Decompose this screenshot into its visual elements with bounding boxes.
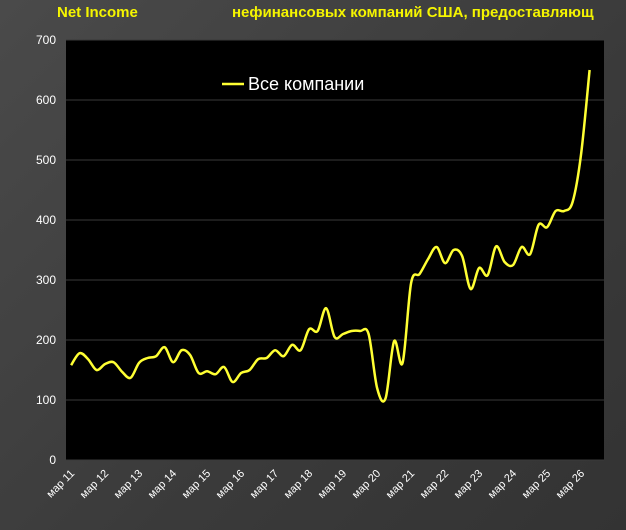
gridlines (66, 39, 604, 461)
y-axis-tick-labels: 0 100 200 300 400 500 600 700 (36, 33, 56, 467)
y-tick-label: 300 (36, 273, 56, 287)
x-tick-label: мар 23 (452, 468, 485, 501)
x-tick-label: мар 24 (486, 468, 519, 501)
series-line-all-companies (70, 69, 591, 403)
x-tick-label: мар 25 (520, 468, 553, 501)
x-axis-tick-labels: мар 11 мар 12 мар 13 мар 14 мар 15 мар 16 мар … (44, 468, 587, 501)
legend: Все компании (222, 74, 364, 94)
x-tick-label: мар 18 (282, 468, 315, 501)
chart-title-right: нефинансовых компаний США, предоставляющ (232, 4, 594, 21)
x-tick-label: мар 19 (316, 468, 349, 501)
x-tick-label: мар 13 (112, 468, 145, 501)
y-tick-label: 700 (36, 33, 56, 47)
y-tick-label: 500 (36, 153, 56, 167)
x-tick-label: мар 21 (384, 468, 417, 501)
y-tick-label: 0 (49, 453, 56, 467)
x-tick-label: мар 11 (44, 468, 77, 501)
x-tick-label: мар 15 (180, 468, 213, 501)
x-tick-label: мар 22 (418, 468, 451, 501)
chart-title-left: Net Income (57, 4, 138, 21)
y-tick-label: 600 (36, 93, 56, 107)
x-tick-label: мар 20 (350, 468, 383, 501)
chart-title: Net Income нефинансовых компаний США, пр… (0, 4, 626, 24)
x-tick-label: мар 12 (78, 468, 111, 501)
y-tick-label: 200 (36, 333, 56, 347)
x-tick-label: мар 26 (554, 468, 587, 501)
x-tick-label: мар 14 (146, 468, 179, 501)
x-tick-label: мар 16 (214, 468, 247, 501)
y-tick-label: 100 (36, 393, 56, 407)
legend-label: Все компании (248, 74, 364, 94)
x-tick-label: мар 17 (248, 468, 281, 501)
plot-area (66, 40, 604, 460)
y-tick-label: 400 (36, 213, 56, 227)
